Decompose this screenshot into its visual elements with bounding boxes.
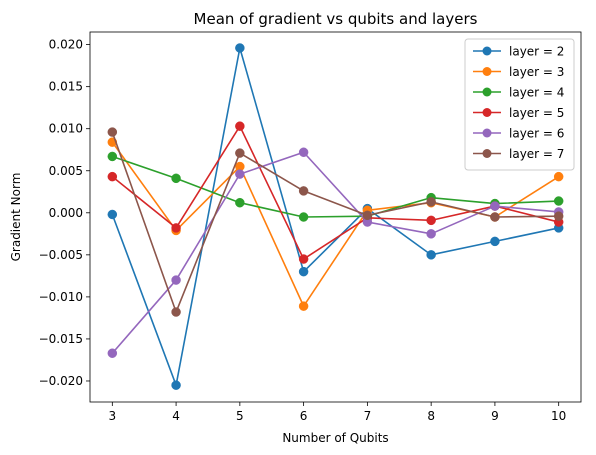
legend-marker xyxy=(482,67,492,76)
x-tick-label: 5 xyxy=(236,409,244,423)
data-point xyxy=(107,127,118,137)
data-point xyxy=(362,210,373,221)
data-point xyxy=(298,186,309,196)
data-point xyxy=(107,171,118,182)
data-point xyxy=(426,250,436,260)
data-point xyxy=(235,197,245,208)
series-line-layer-6 xyxy=(111,151,559,354)
data-point xyxy=(426,229,436,239)
legend-label: layer = 2 xyxy=(509,45,564,59)
y-tick-label: 0.015 xyxy=(49,80,83,94)
data-point xyxy=(553,171,564,182)
y-tick-label: 0.000 xyxy=(49,206,83,220)
data-point xyxy=(553,211,564,221)
y-tick-label: −0.010 xyxy=(39,290,83,304)
y-tick-label: 0.020 xyxy=(49,38,83,52)
y-tick-label: 0.010 xyxy=(49,122,83,136)
x-tick-label: 8 xyxy=(427,409,435,423)
data-point xyxy=(490,201,500,211)
legend-marker xyxy=(482,149,492,158)
data-point xyxy=(107,348,118,358)
legend-marker xyxy=(482,87,492,97)
x-axis-label: Number of Qubits xyxy=(282,431,388,445)
data-point xyxy=(171,275,181,285)
data-point xyxy=(171,173,181,184)
data-point xyxy=(490,212,500,222)
y-tick-label: −0.020 xyxy=(39,374,83,388)
legend-marker xyxy=(482,128,492,138)
data-point xyxy=(107,151,118,162)
data-point xyxy=(426,215,436,226)
data-point xyxy=(553,196,564,206)
x-tick-label: 9 xyxy=(491,409,499,423)
series-line-layer-7 xyxy=(111,131,559,313)
x-tick-label: 4 xyxy=(172,409,180,423)
data-point xyxy=(426,197,436,207)
chart-title: Mean of gradient vs qubits and layers xyxy=(194,10,478,28)
data-point xyxy=(298,212,309,222)
data-point xyxy=(171,223,181,233)
y-tick-label: −0.005 xyxy=(39,248,83,262)
x-tick-label: 6 xyxy=(300,409,308,423)
legend-label: layer = 3 xyxy=(509,65,564,79)
data-point xyxy=(171,307,181,317)
data-point xyxy=(171,380,181,390)
y-tick-label: −0.015 xyxy=(39,332,83,346)
data-point xyxy=(235,148,245,158)
legend-marker xyxy=(482,46,492,56)
legend-marker xyxy=(482,108,492,117)
series-line-layer-2 xyxy=(111,47,559,386)
legend: layer = 2 layer = 3 layer = 4 layer = 5 laye… xyxy=(464,38,575,171)
y-tick-label: 0.005 xyxy=(49,164,83,178)
data-point xyxy=(298,147,309,157)
data-point xyxy=(298,254,309,264)
data-point xyxy=(298,266,309,277)
data-point xyxy=(235,121,245,131)
series-line-layer-4 xyxy=(112,155,559,218)
data-point xyxy=(235,169,245,179)
data-point xyxy=(298,301,309,311)
data-point xyxy=(490,236,500,247)
x-tick-label: 7 xyxy=(364,409,372,423)
legend-label: layer = 4 xyxy=(509,86,564,100)
series-line-layer-5 xyxy=(111,125,559,260)
y-axis-label: Gradient Norm xyxy=(9,173,23,262)
x-tick-label: 10 xyxy=(551,409,566,423)
x-tick-label: 3 xyxy=(108,409,116,423)
legend-label: layer = 6 xyxy=(509,127,564,141)
data-point xyxy=(107,209,118,220)
data-point xyxy=(235,43,245,53)
legend-label: layer = 7 xyxy=(509,147,564,161)
legend-label: layer = 5 xyxy=(509,106,564,120)
plot-frame xyxy=(89,31,582,403)
